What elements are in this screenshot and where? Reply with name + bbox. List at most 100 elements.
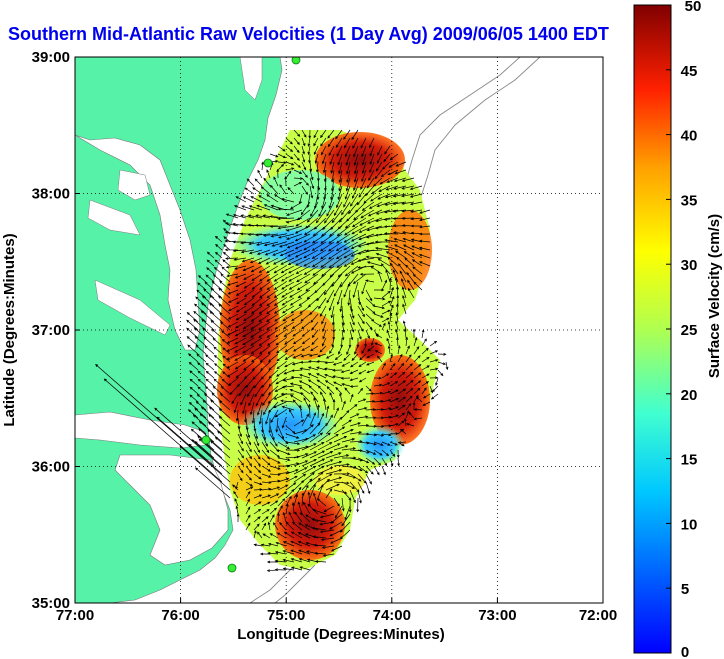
velocity-arrow xyxy=(339,392,343,403)
river-mouth xyxy=(87,199,141,236)
velocity-arrow xyxy=(329,521,343,530)
velocity-arrow xyxy=(253,473,262,480)
velocity-arrow xyxy=(405,363,413,371)
velocity-arrow xyxy=(238,385,247,397)
velocity-arrow xyxy=(353,145,359,158)
velocity-arrow xyxy=(285,521,295,531)
velocity-arrow xyxy=(317,478,330,491)
velocity-arrow xyxy=(422,401,431,406)
velocity-arrow xyxy=(242,401,247,415)
velocity-arrow xyxy=(245,457,252,467)
velocity-arrow xyxy=(330,161,335,174)
velocity-arrow xyxy=(259,552,270,556)
velocity-arrow xyxy=(377,145,383,156)
velocity-arrow xyxy=(344,185,351,200)
velocity-arrow xyxy=(307,366,319,371)
velocity-arrow xyxy=(209,311,223,323)
velocity-arrow xyxy=(259,353,271,363)
velocity-arrow xyxy=(301,137,306,147)
velocity-arrow xyxy=(285,482,297,491)
velocity-arrow xyxy=(412,401,416,411)
velocity-arrow xyxy=(214,436,231,451)
velocity-arrow xyxy=(261,481,272,485)
velocity-arrow xyxy=(336,289,343,306)
velocity-arrow xyxy=(399,428,407,435)
velocity-arrow xyxy=(253,516,261,523)
velocity-arrow xyxy=(348,338,352,348)
velocity-arrow xyxy=(309,185,314,199)
velocity-arrow xyxy=(336,233,351,244)
velocity-arrow xyxy=(413,417,423,421)
velocity-arrow xyxy=(249,257,263,264)
velocity-arrow xyxy=(288,511,295,523)
velocity-arrow xyxy=(381,382,391,387)
velocity-arrow xyxy=(285,217,303,224)
velocity-arrow xyxy=(349,403,358,411)
velocity-arrow xyxy=(251,409,255,424)
velocity-arrow xyxy=(281,289,295,298)
velocity-arrow xyxy=(403,417,407,427)
velocity-arrow xyxy=(293,161,301,168)
velocity-arrow xyxy=(403,328,407,339)
velocity-arrow xyxy=(235,505,239,515)
velocity-arrow xyxy=(389,362,396,371)
velocity-arrow xyxy=(377,193,391,200)
velocity-arrow xyxy=(269,514,275,523)
velocity-arrow xyxy=(331,337,335,348)
velocity-arrow xyxy=(260,543,271,547)
velocity-arrow xyxy=(405,345,410,355)
velocity-arrow xyxy=(381,398,392,403)
velocity-arrow xyxy=(205,370,215,379)
velocity-arrow xyxy=(245,465,252,474)
velocity-arrow xyxy=(381,415,392,419)
velocity-arrow xyxy=(389,286,394,299)
velocity-arrow xyxy=(232,484,239,491)
velocity-arrow xyxy=(280,265,295,274)
velocity-arrow xyxy=(288,265,303,274)
velocity-arrow xyxy=(365,449,377,455)
velocity-arrow xyxy=(253,494,263,499)
velocity-arrow xyxy=(301,434,317,443)
velocity-arrow xyxy=(235,305,247,313)
velocity-arrow xyxy=(275,541,287,547)
velocity-arrow xyxy=(261,449,271,460)
velocity-arrow xyxy=(389,353,393,363)
velocity-arrow xyxy=(194,407,207,419)
velocity-arrow xyxy=(340,376,351,380)
velocity-arrow xyxy=(349,481,360,493)
velocity-arrow xyxy=(269,486,281,491)
velocity-arrow xyxy=(290,305,303,314)
velocity-arrow xyxy=(269,215,287,219)
velocity-arrow xyxy=(303,265,319,275)
velocity-arrow xyxy=(212,274,223,283)
map-area xyxy=(75,57,603,603)
velocity-arrow xyxy=(281,297,295,306)
velocity-arrow xyxy=(366,261,383,267)
velocity-arrow xyxy=(365,279,375,283)
velocity-arrow xyxy=(236,513,240,523)
velocity-arrow xyxy=(300,313,311,322)
velocity-arrow xyxy=(186,312,199,323)
velocity-arrow xyxy=(402,303,407,315)
velocity-arrow xyxy=(256,204,271,211)
velocity-arrow xyxy=(220,321,231,331)
velocity-arrow xyxy=(258,409,263,425)
velocity-arrow xyxy=(218,423,231,435)
velocity-arrow xyxy=(253,501,262,507)
velocity-arrow xyxy=(410,209,423,213)
velocity-arrow xyxy=(341,438,356,443)
velocity-arrow xyxy=(293,137,300,146)
velocity-arrow xyxy=(272,249,287,256)
velocity-arrow xyxy=(318,297,327,310)
velocity-arrow xyxy=(338,169,343,183)
velocity-arrow xyxy=(279,184,287,195)
velocity-arrow xyxy=(382,161,391,170)
velocity-arrow xyxy=(317,451,334,459)
velocity-arrow xyxy=(218,408,231,419)
velocity-arrow xyxy=(405,336,409,347)
velocity-arrow xyxy=(402,237,415,243)
velocity-arrow xyxy=(413,363,422,371)
velocity-arrow xyxy=(357,489,362,504)
velocity-arrow xyxy=(290,201,303,210)
